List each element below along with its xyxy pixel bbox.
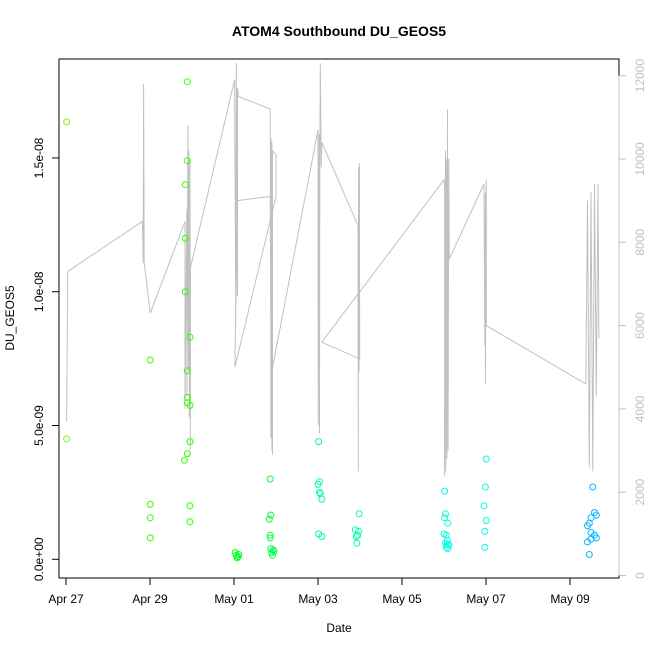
- data-point: [183, 450, 191, 458]
- data-point: [181, 181, 189, 189]
- data-point: [481, 543, 489, 551]
- data-point: [482, 517, 490, 524]
- data-point: [235, 551, 243, 558]
- data-point: [270, 547, 278, 555]
- data-point: [269, 546, 277, 554]
- chart-title: ATOM4 Southbound DU_GEOS5: [232, 23, 446, 39]
- altitude-line-layer: [66, 63, 600, 476]
- data-point: [267, 511, 275, 519]
- data-point: [266, 534, 274, 542]
- data-point: [180, 456, 188, 464]
- data-point: [442, 510, 449, 518]
- x-axis-label: Date: [326, 621, 352, 635]
- data-point: [186, 401, 194, 409]
- data-point: [442, 531, 450, 539]
- data-point: [186, 518, 194, 526]
- x-axis: Apr 27 Apr 29 May 01 May 03 May 05 May 07 May …: [48, 577, 590, 606]
- y2-tick-label: 4000: [633, 395, 647, 422]
- plot-frame: [58, 58, 620, 579]
- point-layer: [63, 78, 600, 562]
- x-tick-label: Apr 29: [132, 592, 168, 606]
- y-tick-label: 1.5e-08: [32, 137, 46, 178]
- data-point: [183, 78, 191, 86]
- data-point: [480, 502, 488, 510]
- y-tick-label: 5.0e-09: [32, 405, 46, 446]
- data-point: [146, 500, 154, 508]
- data-point: [183, 367, 191, 375]
- data-point: [315, 438, 323, 446]
- data-point: [441, 514, 449, 522]
- right-y-axis: 0 2000 4000 6000 8000 10000 12000: [618, 59, 647, 579]
- data-point: [186, 438, 194, 446]
- x-tick-label: May 09: [550, 592, 590, 606]
- data-point: [146, 356, 154, 364]
- data-point: [444, 519, 452, 527]
- data-point: [316, 488, 323, 496]
- data-point: [146, 514, 154, 522]
- data-point: [269, 551, 276, 559]
- altitude-line: [66, 63, 600, 476]
- data-point: [481, 483, 489, 491]
- data-point: [482, 455, 490, 463]
- data-point: [186, 333, 194, 341]
- data-point: [444, 545, 452, 553]
- data-point: [318, 495, 326, 503]
- data-point: [585, 551, 593, 558]
- y2-tick-label: 10000: [633, 142, 647, 176]
- data-point: [233, 554, 241, 562]
- data-point: [186, 502, 194, 510]
- data-point: [63, 435, 71, 443]
- y-tick-label: 1.0e-08: [32, 271, 46, 312]
- data-point: [442, 543, 450, 551]
- data-point: [266, 531, 274, 539]
- x-tick-label: May 01: [214, 592, 254, 606]
- data-point: [354, 531, 362, 539]
- data-point: [63, 118, 71, 126]
- data-point: [587, 535, 595, 543]
- y-axis-label: DU_GEOS5: [3, 285, 17, 351]
- data-point: [183, 393, 191, 401]
- y2-tick-label: 8000: [633, 229, 647, 256]
- data-point: [265, 515, 273, 523]
- data-point: [353, 539, 361, 547]
- x-tick-label: May 05: [382, 592, 422, 606]
- data-point: [181, 234, 189, 242]
- data-point: [266, 475, 274, 483]
- x-tick-label: Apr 27: [48, 592, 84, 606]
- data-point: [316, 478, 323, 486]
- y-tick-label: 0.0e+00: [32, 537, 46, 581]
- data-point: [441, 487, 449, 495]
- data-point: [318, 533, 326, 540]
- x-tick-label: May 07: [466, 592, 506, 606]
- y-axis: 0.0e+00 5.0e-09 1.0e-08 1.5e-08: [32, 137, 60, 581]
- data-point: [592, 511, 600, 519]
- data-point: [589, 483, 597, 491]
- data-point: [146, 534, 154, 542]
- data-point: [352, 533, 360, 540]
- y2-tick-label: 6000: [633, 312, 647, 339]
- data-point: [183, 157, 191, 165]
- x-tick-label: May 03: [298, 592, 338, 606]
- y2-tick-label: 0: [633, 572, 647, 579]
- y2-tick-label: 2000: [633, 479, 647, 506]
- y2-tick-label: 12000: [633, 59, 647, 93]
- data-point: [181, 288, 189, 296]
- data-point: [584, 522, 591, 530]
- data-point: [481, 527, 489, 535]
- data-point: [355, 510, 363, 518]
